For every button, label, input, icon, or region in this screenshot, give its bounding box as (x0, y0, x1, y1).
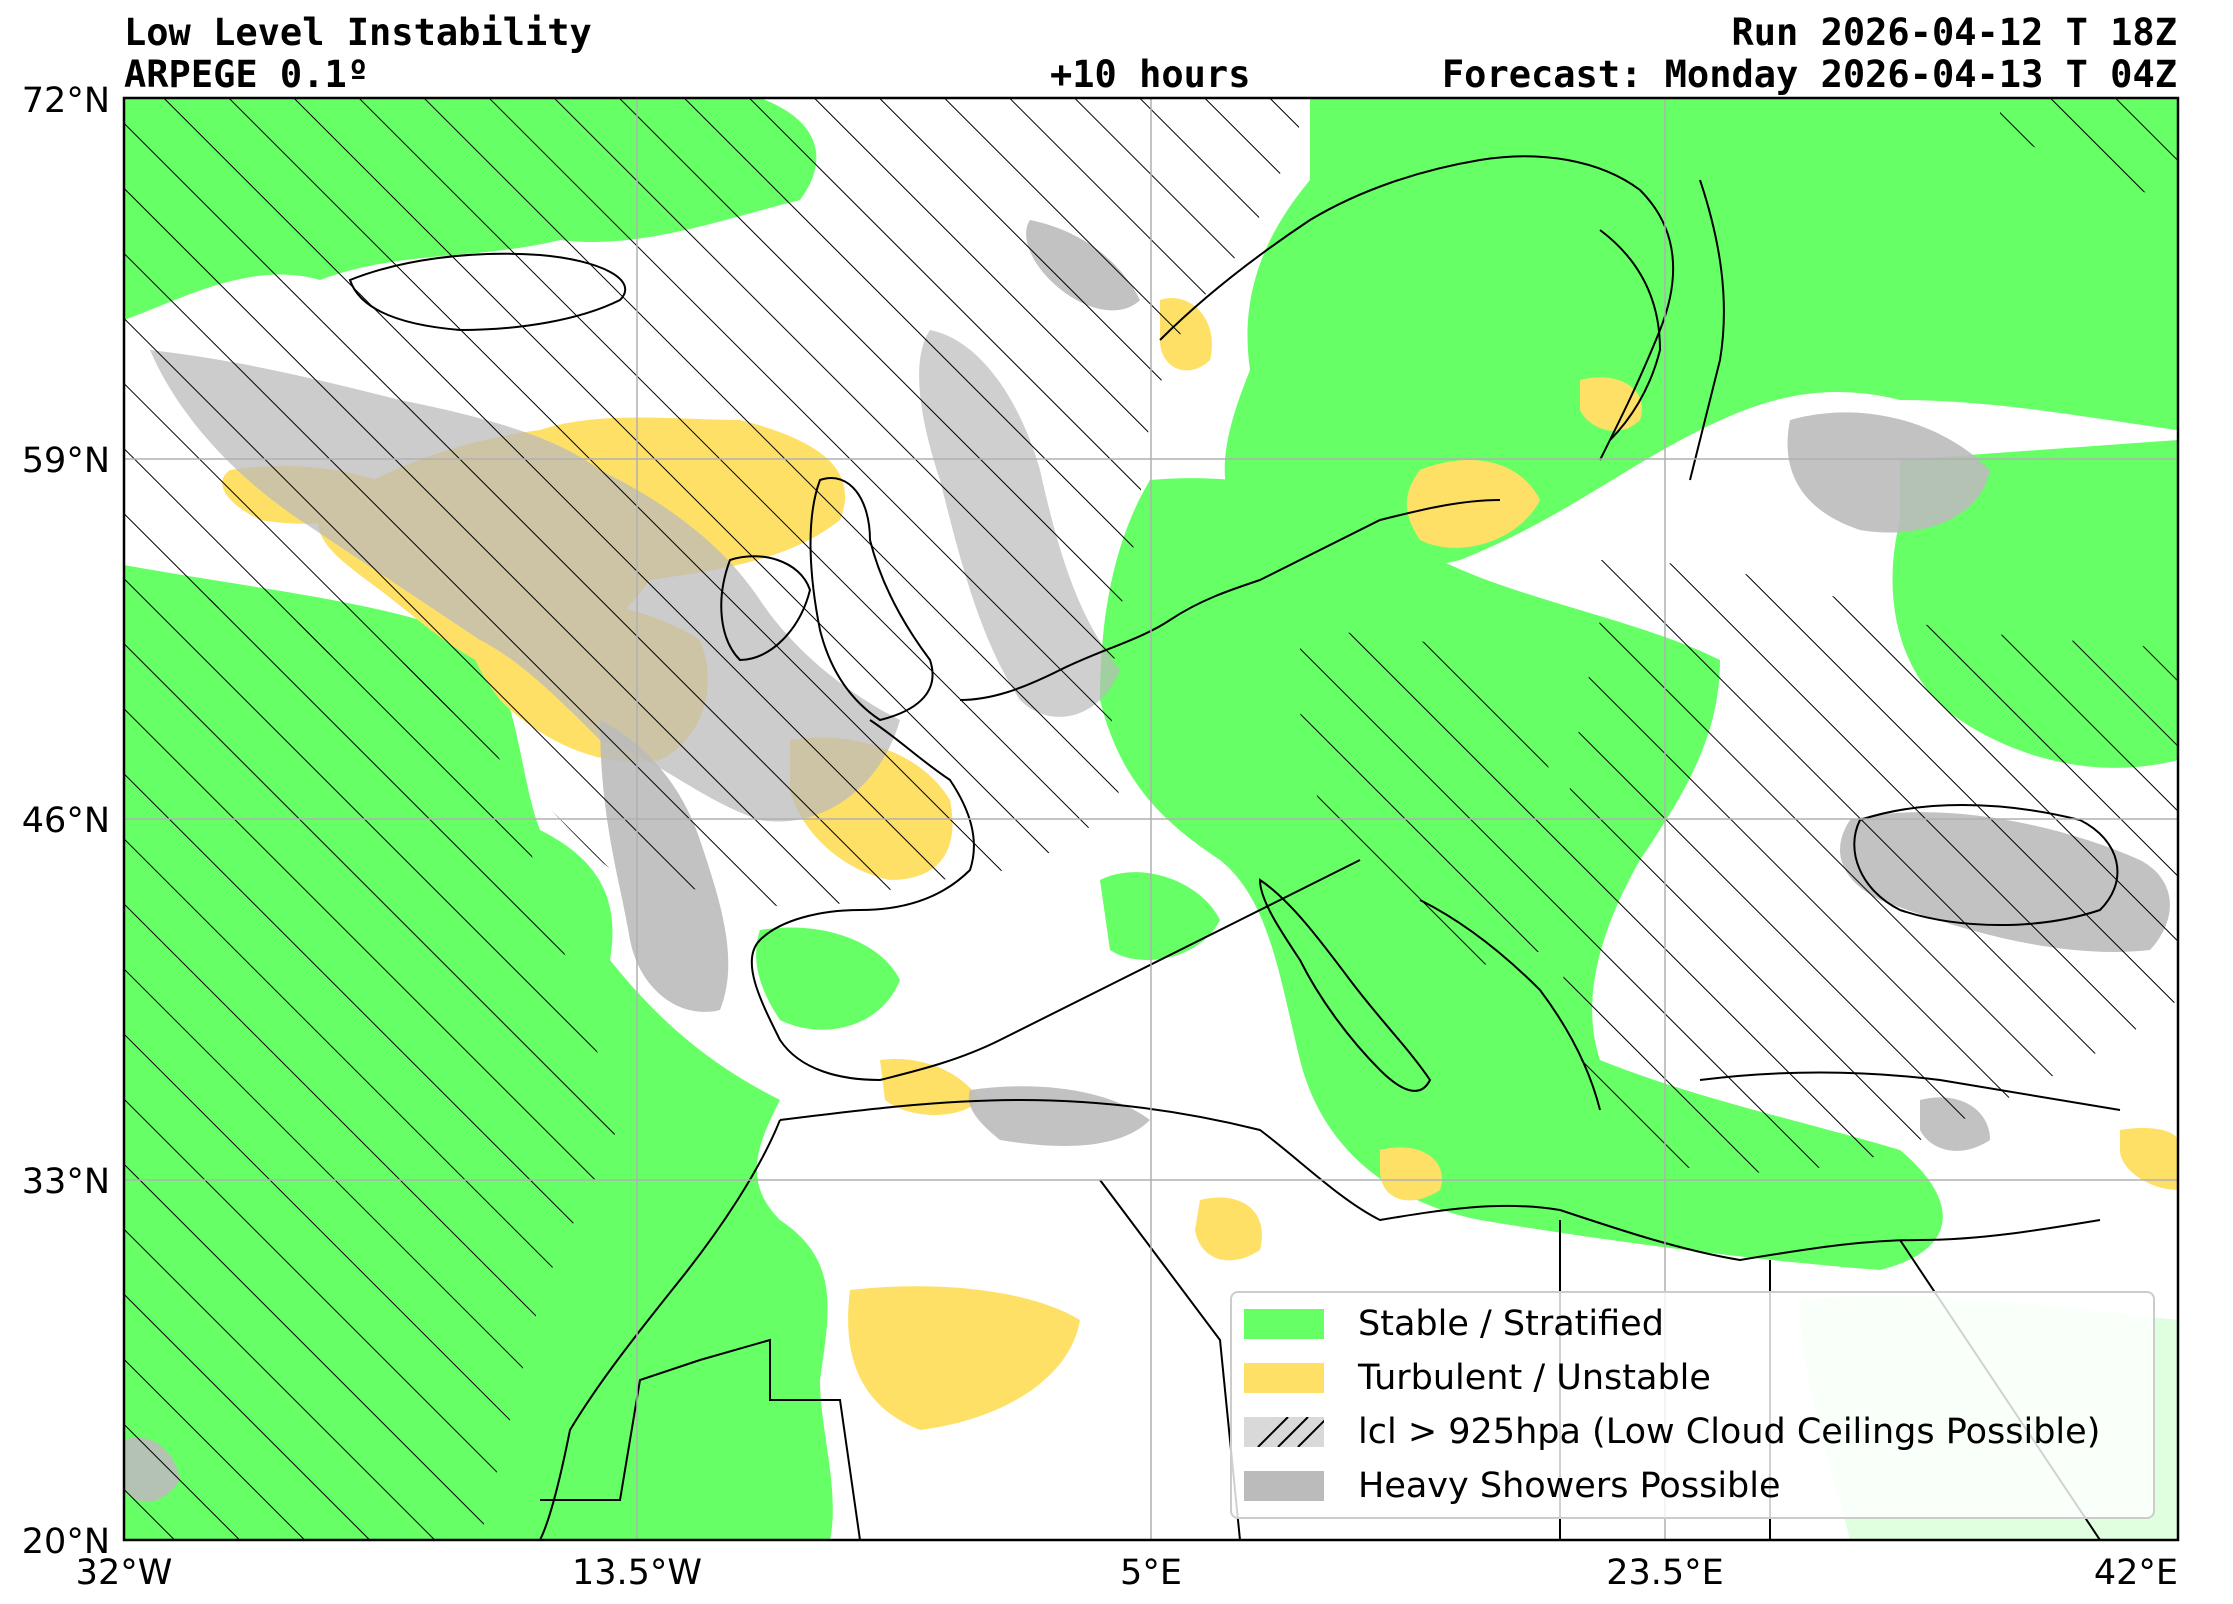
lcl-hatch-zones (124, 98, 2178, 1540)
legend-item-stable: Stable / Stratified (1244, 1301, 1664, 1347)
legend: Stable / Stratified Turbulent / Unstable… (1230, 1291, 2155, 1519)
unstable-swatch (1244, 1363, 1324, 1393)
lat-tick-label: 59°N (22, 441, 110, 481)
lat-tick-label: 72°N (22, 81, 110, 121)
legend-item-showers: Heavy Showers Possible (1244, 1463, 1781, 1509)
lon-axis: 32°W 13.5°W 5°E 23.5°E 42°E (76, 1553, 2178, 1593)
model-label: ARPEGE 0.1º (124, 53, 370, 96)
legend-label: lcl > 925hpa (Low Cloud Ceilings Possibl… (1358, 1412, 2101, 1452)
lon-tick-label: 32°W (76, 1553, 173, 1593)
lat-tick-label: 46°N (22, 801, 110, 841)
lcl-hatch-swatch (1244, 1417, 1324, 1447)
stable-swatch (1244, 1309, 1324, 1339)
legend-label: Heavy Showers Possible (1358, 1466, 1781, 1506)
lat-axis: 72°N 59°N 46°N 33°N 20°N (22, 81, 110, 1562)
lon-tick-label: 23.5°E (1606, 1553, 1724, 1593)
lat-tick-label: 33°N (22, 1162, 110, 1202)
lead-time-label: +10 hours (1050, 53, 1251, 96)
chart-title: Low Level Instability (124, 11, 592, 54)
map-frame (122, 96, 2180, 1542)
legend-label: Stable / Stratified (1358, 1304, 1664, 1344)
lon-tick-label: 42°E (2094, 1553, 2178, 1593)
run-time-label: Run 2026-04-12 T 18Z (1731, 11, 2177, 54)
legend-item-lcl: lcl > 925hpa (Low Cloud Ceilings Possibl… (1244, 1409, 2100, 1455)
legend-label: Turbulent / Unstable (1358, 1358, 1711, 1398)
lon-tick-label: 5°E (1120, 1553, 1182, 1593)
forecast-time-label: Forecast: Monday 2026-04-13 T 04Z (1441, 53, 2177, 96)
lon-tick-label: 13.5°W (572, 1553, 702, 1593)
lat-tick-label: 20°N (22, 1522, 110, 1562)
legend-item-unstable: Turbulent / Unstable (1244, 1355, 1711, 1401)
showers-swatch (1244, 1471, 1324, 1501)
map-area (124, 98, 2178, 1540)
